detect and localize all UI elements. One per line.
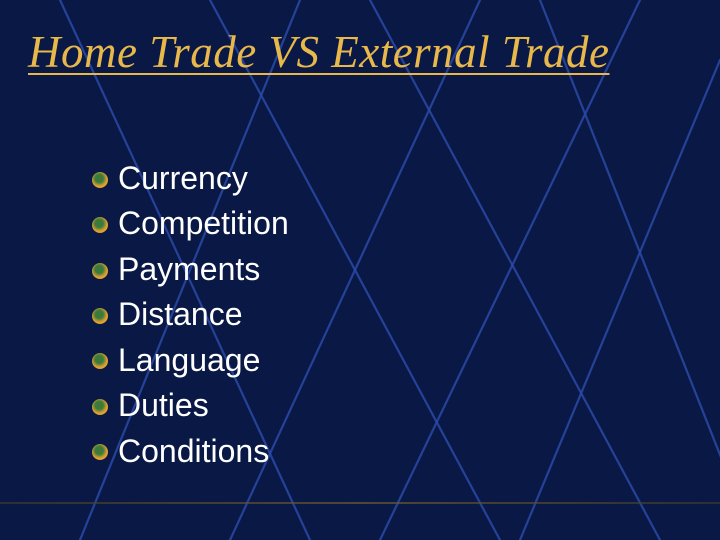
bullet-label: Competition: [118, 201, 289, 246]
bullet-icon: [92, 353, 108, 369]
list-item: Duties: [92, 383, 289, 428]
slide: Home Trade VS External Trade Currency Co…: [0, 0, 720, 540]
bullet-label: Distance: [118, 292, 243, 337]
bullet-icon: [92, 263, 108, 279]
bullet-icon: [92, 172, 108, 188]
bullet-label: Currency: [118, 156, 248, 201]
bullet-icon: [92, 308, 108, 324]
slide-title: Home Trade VS External Trade: [28, 26, 692, 78]
bullet-label: Conditions: [118, 429, 269, 474]
bullet-label: Duties: [118, 383, 209, 428]
bullet-icon: [92, 444, 108, 460]
divider-line: [0, 502, 720, 504]
bullet-list: Currency Competition Payments Distance L…: [92, 156, 289, 474]
list-item: Conditions: [92, 429, 289, 474]
list-item: Currency: [92, 156, 289, 201]
list-item: Language: [92, 338, 289, 383]
bullet-label: Language: [118, 338, 260, 383]
bullet-icon: [92, 399, 108, 415]
list-item: Distance: [92, 292, 289, 337]
list-item: Competition: [92, 201, 289, 246]
title-wrap: Home Trade VS External Trade: [28, 26, 692, 78]
bullet-icon: [92, 217, 108, 233]
list-item: Payments: [92, 247, 289, 292]
bullet-label: Payments: [118, 247, 260, 292]
